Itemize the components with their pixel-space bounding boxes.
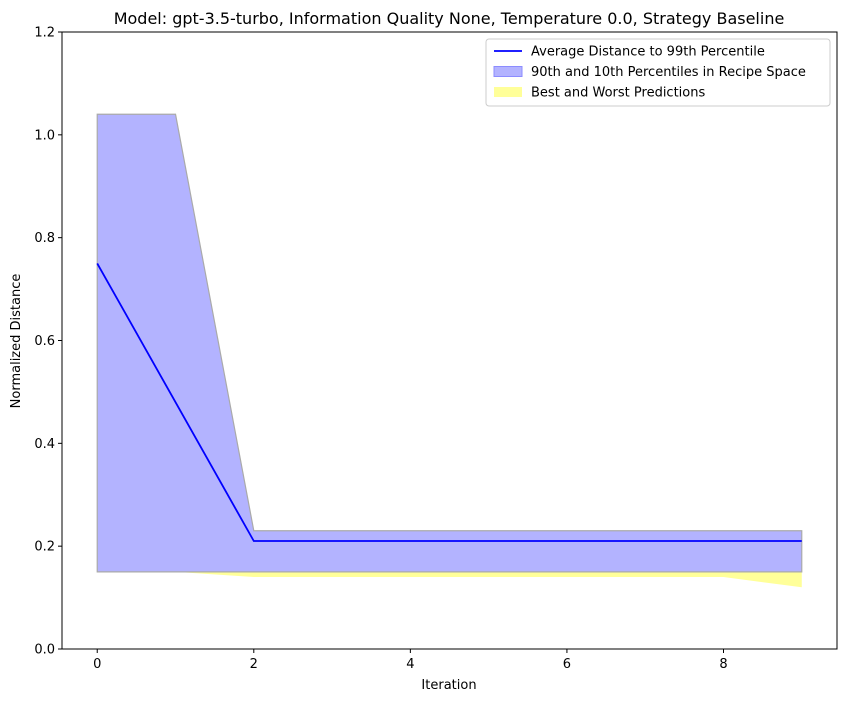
x-tick-label: 0: [93, 657, 101, 672]
y-tick-label: 1.2: [34, 26, 55, 41]
plot-area: [96, 113, 803, 588]
legend: Average Distance to 99th Percentile 90th …: [485, 38, 831, 107]
chart-title: Model: gpt-3.5-turbo, Information Qualit…: [114, 9, 785, 28]
y-tick-label: 0.4: [34, 437, 55, 452]
y-tick-label: 1.0: [34, 128, 55, 143]
line-average-distance-to-99th-percentile: [96, 262, 802, 542]
legend-swatch-best-and-worst-predictions: [494, 87, 522, 97]
legend-label-90th-and-10th-percentiles-in-recipe-space: 90th and 10th Percentiles in Recipe Spac…: [531, 65, 806, 80]
band-90th-and-10th-percentiles-in-recipe-space: [96, 113, 803, 573]
y-axis-label: Normalized Distance: [9, 274, 24, 409]
x-tick-label: 4: [406, 657, 414, 672]
legend-label-best-and-worst-predictions: Best and Worst Predictions: [531, 86, 705, 101]
y-tick-label: 0.0: [34, 643, 55, 658]
legend-box: [485, 38, 831, 107]
y-tick-label: 0.2: [34, 540, 55, 555]
x-tick-label: 8: [719, 657, 727, 672]
x-axis-label: Iteration: [421, 678, 476, 693]
y-tick-label: 0.8: [34, 231, 55, 246]
axes: 0 2 4 6 8 0.0 0.2 0.4 0.6 0.8 1.0 1.2: [34, 26, 838, 672]
legend-label-average-distance-to-99th-percentile: Average Distance to 99th Percentile: [531, 45, 765, 60]
x-tick-label: 2: [250, 657, 258, 672]
legend-swatch-90th-and-10th-percentiles-in-recipe-space: [493, 66, 523, 77]
y-tick-label: 0.6: [34, 334, 55, 349]
x-tick-label: 6: [563, 657, 571, 672]
